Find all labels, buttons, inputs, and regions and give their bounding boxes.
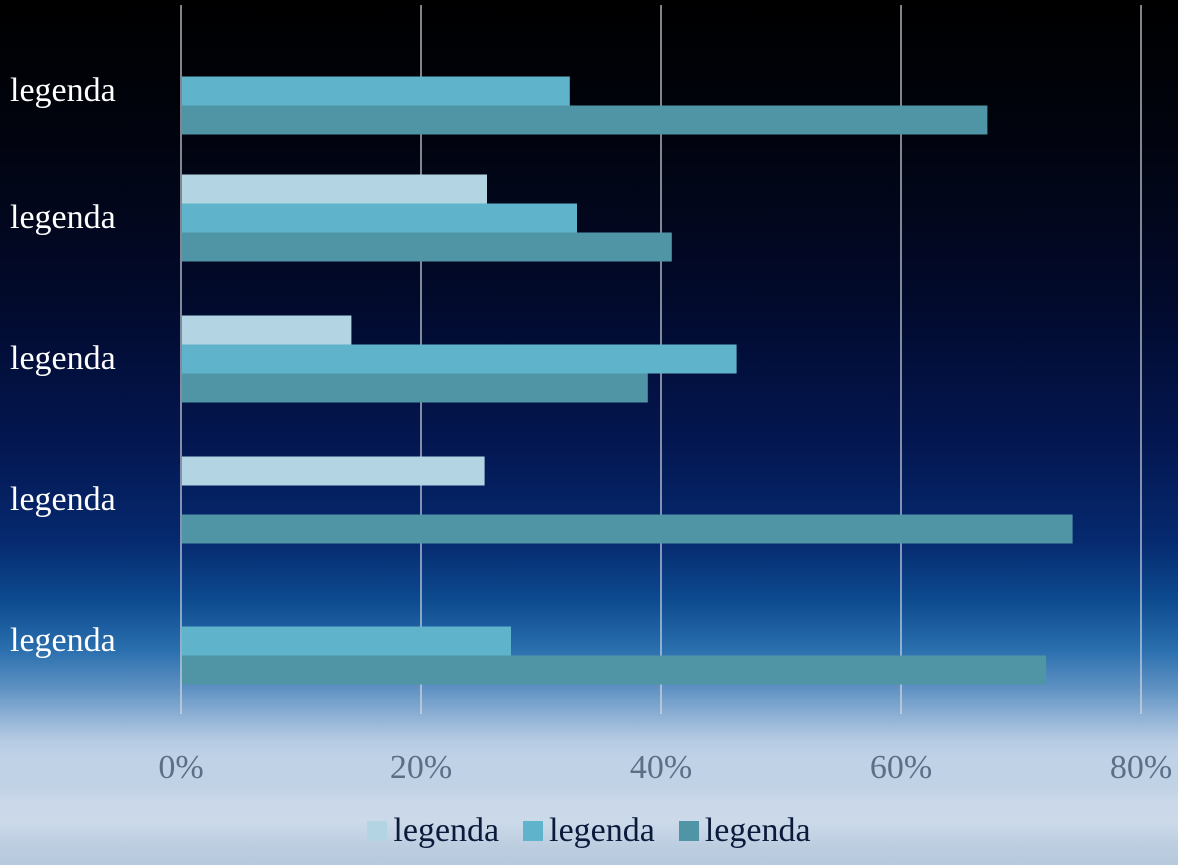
bar-series-3 bbox=[182, 105, 988, 135]
category-label: legenda bbox=[10, 340, 116, 377]
x-tick-label: 0% bbox=[158, 749, 203, 786]
legend-swatch bbox=[678, 821, 699, 841]
category-label: legenda bbox=[10, 481, 116, 518]
x-tick-label: 60% bbox=[870, 749, 932, 786]
x-tick-label: 20% bbox=[390, 749, 452, 786]
bar-series-2 bbox=[182, 203, 577, 233]
bar-series-1 bbox=[182, 174, 487, 204]
legend-item: legenda bbox=[678, 812, 811, 850]
bar-series-2 bbox=[182, 344, 737, 374]
bar-chart: legenda legenda legenda legenda legenda 0% 20… bbox=[10, 5, 1173, 786]
legend-item: legenda bbox=[367, 812, 499, 850]
bar-series-3 bbox=[182, 232, 672, 262]
bar-series-1 bbox=[182, 315, 352, 345]
bar-series-3 bbox=[182, 514, 1073, 544]
bars bbox=[182, 76, 1073, 685]
bar-series-1 bbox=[182, 456, 485, 486]
category-label: legenda bbox=[10, 199, 116, 236]
x-tick-label: 80% bbox=[1110, 749, 1172, 786]
bar-series-3 bbox=[182, 373, 648, 403]
legend-swatch bbox=[523, 821, 544, 841]
category-label: legenda bbox=[10, 622, 116, 659]
bar-series-2 bbox=[182, 626, 511, 656]
legend-label: legenda bbox=[393, 812, 500, 849]
bar-series-2 bbox=[182, 76, 570, 106]
x-axis-tick-labels: 0% 20% 40% 60% 80% bbox=[158, 749, 1172, 786]
legend-item: legenda bbox=[523, 812, 655, 850]
category-labels: legenda legenda legenda legenda legenda bbox=[10, 72, 116, 659]
legend-swatch bbox=[367, 821, 388, 841]
legend-label: legenda bbox=[549, 812, 655, 849]
legend: legenda legenda legenda bbox=[0, 812, 1178, 850]
category-label: legenda bbox=[10, 72, 116, 109]
legend-label: legenda bbox=[704, 812, 811, 849]
x-tick-label: 40% bbox=[630, 749, 692, 786]
bar-series-3 bbox=[182, 655, 1047, 685]
